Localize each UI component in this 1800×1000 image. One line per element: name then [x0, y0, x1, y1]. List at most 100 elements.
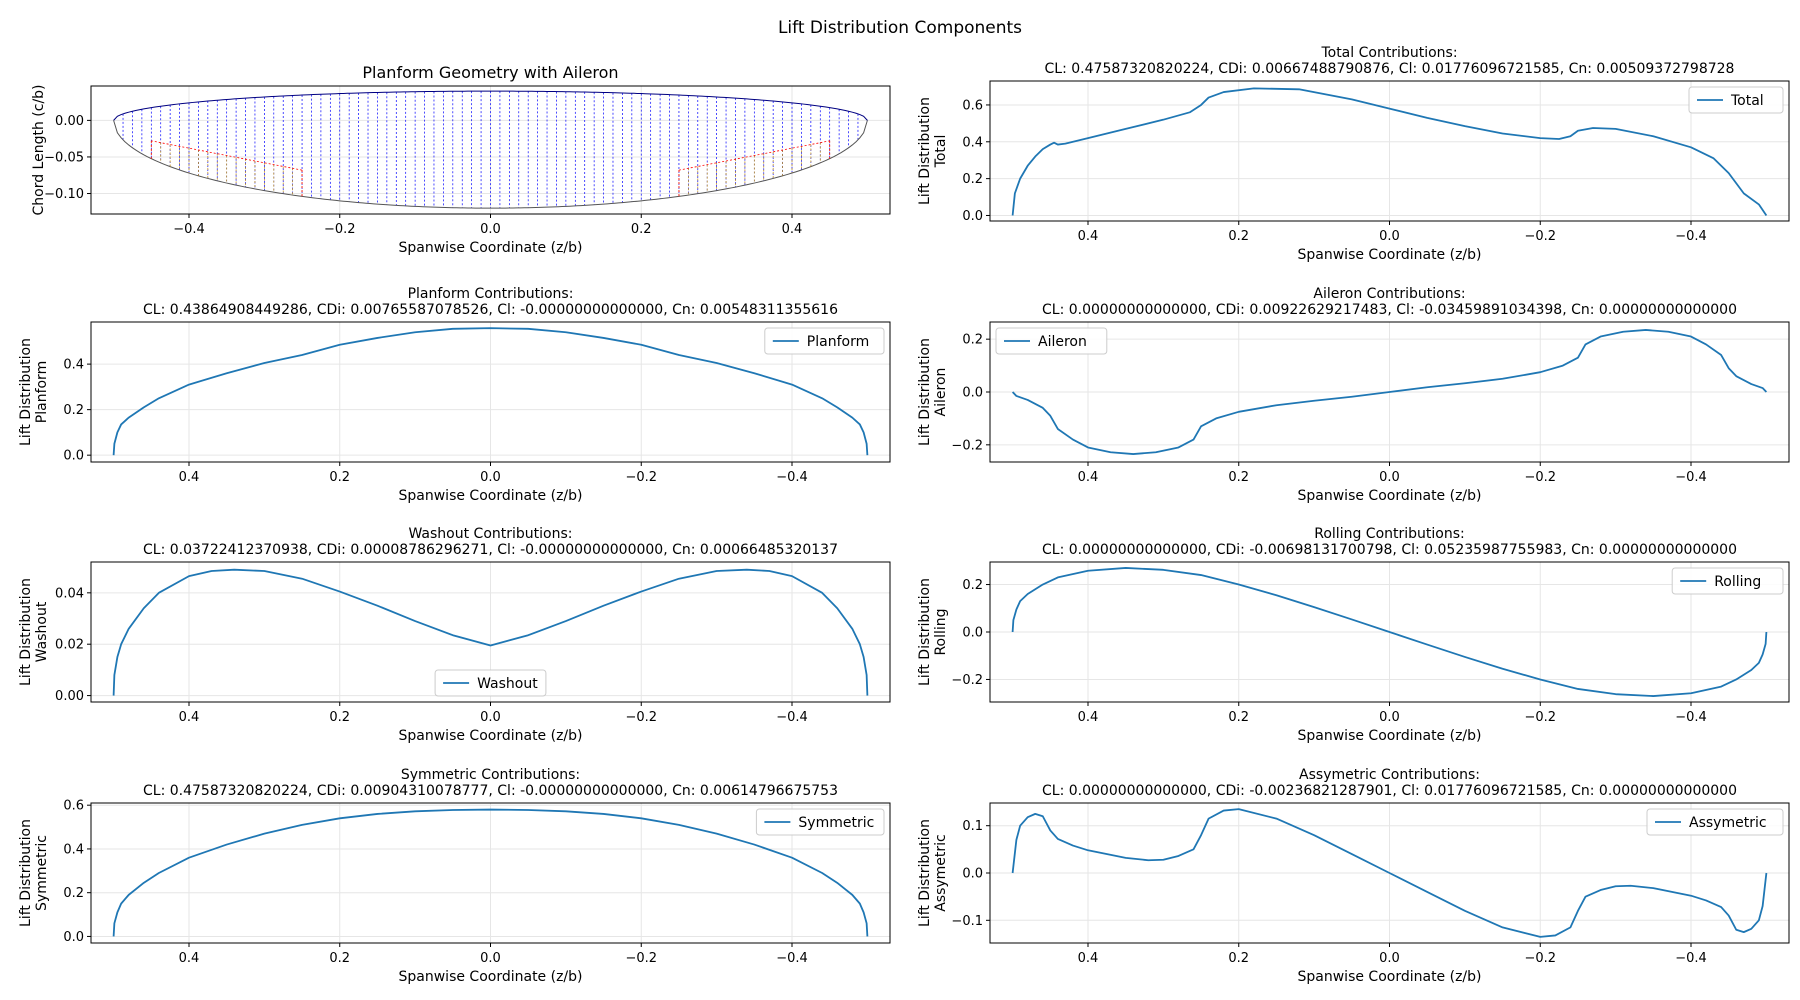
- series-line-washout: [112, 568, 869, 696]
- legend: Planform: [764, 327, 885, 355]
- plot-area: [112, 568, 869, 696]
- chart-title-line2: CL: 0.43864908449286, CDi: 0.00765587078…: [143, 302, 838, 318]
- chart-title-line2: CL: 0.03722412370938, CDi: 0.00008786296…: [143, 542, 838, 558]
- plot-area: [1011, 87, 1768, 216]
- chart-title: Planform Geometry with Aileron: [362, 63, 618, 82]
- legend-box: [995, 327, 1108, 355]
- y-axis-label: Lift Distribution Symmetric: [18, 819, 50, 927]
- x-axis-label: Spanwise Coordinate (z/b): [399, 240, 583, 256]
- x-tick-label: 0.2: [329, 470, 350, 485]
- tick-group: 0.4 0.2 0.0 −0.2 −0.4 −0.1 0.0 0.1: [951, 819, 1706, 966]
- y-tick-label: −0.1: [951, 914, 983, 929]
- x-tick-label: −0.2: [1524, 951, 1556, 966]
- x-tick-label: −0.4: [1675, 470, 1707, 485]
- leading-edge-line: [113, 90, 868, 121]
- legend-label: Washout: [477, 676, 538, 692]
- y-tick-label: 0.1: [962, 819, 983, 834]
- y-tick-label: 0.0: [63, 449, 84, 464]
- tick-group: 0.4 0.2 0.0 −0.2 −0.4 0.00 0.02 0.04: [55, 586, 808, 725]
- y-tick-label: 0.04: [55, 586, 84, 601]
- legend-box: [1688, 86, 1784, 114]
- y-tick-label: 0.4: [962, 135, 983, 150]
- y-tick-label: −0.05: [44, 150, 84, 165]
- y-tick-label: −0.2: [951, 438, 983, 453]
- y-axis-label-line1: Lift Distribution: [917, 338, 933, 446]
- y-axis-label-line2: Total: [933, 135, 949, 169]
- legend-box: [755, 808, 885, 836]
- chart-washout: 0.4 0.2 0.0 −0.2 −0.4 0.00 0.02 0.04 Spanwise Co…: [18, 526, 891, 744]
- x-tick-label: 0.4: [179, 470, 200, 485]
- x-axis-label: Spanwise Coordinate (z/b): [1298, 247, 1482, 263]
- series-line-aileron: [1011, 329, 1768, 455]
- legend: Assymetric: [1646, 808, 1784, 836]
- x-tick-label: −0.2: [1524, 470, 1556, 485]
- y-tick-label: 0.6: [962, 98, 983, 113]
- y-axis-label-line2: Aileron: [933, 368, 949, 417]
- series-line-assymetric: [1011, 808, 1768, 938]
- x-tick-label: 0.0: [480, 951, 501, 966]
- tick-group: 0.4 0.2 0.0 −0.2 −0.4 0.0 0.2 0.4 0.6: [962, 98, 1706, 244]
- x-tick-label: 0.0: [480, 710, 501, 725]
- x-axis-label: Spanwise Coordinate (z/b): [1298, 728, 1482, 744]
- x-axis-label: Spanwise Coordinate (z/b): [399, 488, 583, 504]
- series-line-planform: [112, 327, 869, 456]
- legend: Washout: [434, 669, 547, 697]
- aileron-hinge-line: [678, 140, 830, 171]
- tick-group: 0.4 0.2 0.0 −0.2 −0.4 −0.2 0.0 0.2: [951, 333, 1706, 485]
- y-tick-label: 0.2: [962, 172, 983, 187]
- x-tick-label: 0.0: [1379, 710, 1400, 725]
- y-tick-label: 0.00: [55, 114, 84, 129]
- y-tick-label: 0.00: [55, 689, 84, 704]
- legend: Total: [1688, 86, 1784, 114]
- y-tick-label: 0.6: [63, 799, 84, 814]
- y-axis-label-line1: Lift Distribution: [18, 338, 34, 446]
- y-axis-label-line1: Lift Distribution: [18, 578, 34, 686]
- aileron-region: [678, 140, 831, 197]
- y-axis-label-line2: Rolling: [933, 608, 949, 655]
- tick-group: 0.4 0.2 0.0 −0.2 −0.4 −0.2 0.0 0.2: [951, 578, 1706, 725]
- legend-label: Rolling: [1714, 574, 1761, 590]
- x-tick-label: −0.2: [1524, 710, 1556, 725]
- plot-area: [1011, 567, 1768, 697]
- x-axis-label: Spanwise Coordinate (z/b): [1298, 488, 1482, 504]
- x-axis-label: Spanwise Coordinate (z/b): [399, 969, 583, 985]
- plot-area: [112, 327, 869, 456]
- chart-title-line1: Rolling Contributions:: [1314, 526, 1464, 542]
- x-axis-label: Spanwise Coordinate (z/b): [399, 728, 583, 744]
- chart-title-line2: CL: 0.00000000000000, CDi: -0.0069813170…: [1042, 542, 1737, 558]
- chart-title-line1: Aileron Contributions:: [1313, 286, 1465, 302]
- y-axis-label-line2: Planform: [34, 361, 50, 423]
- y-tick-label: 0.2: [63, 886, 84, 901]
- chart-title-line1: Symmetric Contributions:: [401, 767, 580, 783]
- x-tick-label: −0.4: [776, 710, 808, 725]
- x-tick-label: −0.4: [1675, 229, 1707, 244]
- plot-area: [1011, 329, 1768, 455]
- x-tick-label: 0.4: [179, 951, 200, 966]
- chart-aileron: 0.4 0.2 0.0 −0.2 −0.4 −0.2 0.0 0.2 Spanwise Coor…: [917, 286, 1790, 504]
- y-tick-label: 0.0: [962, 209, 983, 224]
- grid-lines: [91, 86, 890, 214]
- y-axis-label: Lift Distribution Planform: [18, 338, 50, 446]
- y-axis-label-line2: Assymetric: [933, 834, 949, 912]
- tick-group: 0.4 0.2 0.0 −0.2 −0.4 0.0 0.2 0.4 0.6: [63, 799, 807, 966]
- legend-label: Planform: [807, 334, 869, 350]
- plot-area: [113, 90, 868, 209]
- legend-box: [1671, 567, 1784, 595]
- x-tick-label: −0.4: [1675, 951, 1707, 966]
- y-axis-label: Lift Distribution Rolling: [917, 578, 949, 686]
- y-tick-label: 0.2: [63, 403, 84, 418]
- x-tick-label: 0.2: [1228, 951, 1249, 966]
- grid-lines: [990, 81, 1789, 221]
- x-tick-label: 0.0: [480, 222, 501, 237]
- x-axis-label: Spanwise Coordinate (z/b): [1298, 969, 1482, 985]
- legend-box: [764, 327, 885, 355]
- chart-title-line2: CL: 0.47587320820224, CDi: 0.00667488790…: [1045, 61, 1735, 77]
- legend-label: Symmetric: [798, 815, 874, 831]
- x-tick-label: 0.4: [1078, 229, 1099, 244]
- grid-lines: [91, 803, 890, 943]
- x-tick-label: 0.0: [1379, 229, 1400, 244]
- figure-suptitle: Lift Distribution Components: [778, 18, 1022, 38]
- aileron-region: [150, 140, 303, 197]
- chart-rolling: 0.4 0.2 0.0 −0.2 −0.4 −0.2 0.0 0.2 Spanwise Coor…: [917, 526, 1790, 744]
